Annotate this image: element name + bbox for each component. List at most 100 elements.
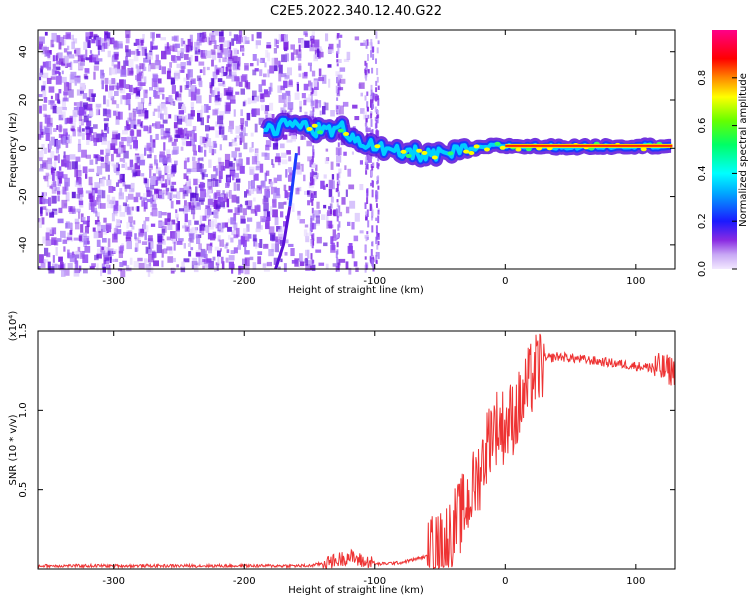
spectrogram-noise-cell — [63, 55, 69, 64]
spectrogram-noise-cell — [352, 104, 358, 109]
spectrogram-noise-cell — [215, 95, 220, 101]
spectrogram-noise-cell — [269, 206, 273, 216]
spectrogram-noise-cell — [255, 149, 259, 156]
spectrogram-noise-cell — [198, 199, 204, 205]
spectrogram-noise-cell — [337, 224, 340, 231]
spectrogram-noise-cell — [174, 160, 178, 166]
spectrogram-noise-cell — [145, 217, 150, 222]
colorbar-gradient — [712, 30, 737, 269]
spectrogram-noise-cell — [255, 40, 261, 46]
spectrogram-noise-cell — [214, 87, 220, 96]
spectrogram-noise-cell — [239, 124, 244, 130]
spectrogram-noise-cell — [148, 165, 153, 170]
spectrogram-noise-cell — [370, 119, 373, 127]
spectrogram-noise-cell — [287, 111, 292, 116]
spectrogram-noise-cell — [256, 58, 259, 66]
spectrogram-noise-cell — [259, 239, 263, 248]
spectrogram-noise-cell — [263, 89, 268, 95]
spectrogram-noise-cell — [121, 145, 126, 153]
spectrogram-noise-cell — [278, 34, 282, 43]
spectrogram-noise-cell — [263, 202, 269, 212]
spectrogram-noise-cell — [139, 63, 144, 70]
spectrogram-noise-cell — [358, 82, 365, 89]
spectrogram-noise-cell — [106, 179, 112, 186]
spectrogram-noise-cell — [336, 163, 339, 167]
spectrogram-noise-cell — [43, 125, 48, 134]
spectrogram-noise-cell — [377, 155, 380, 162]
signal-trace-speckle — [306, 127, 313, 131]
spectrogram-noise-cell — [122, 159, 126, 163]
spectrogram-noise-cell — [73, 106, 78, 111]
spectrogram-noise-cell — [69, 61, 73, 70]
spectrogram-noise-cell — [370, 164, 373, 168]
spectrogram-noise-cell — [78, 211, 81, 219]
spectrogram-noise-cell — [129, 70, 134, 75]
spectrogram-noise-cell — [240, 109, 243, 116]
spectrogram-noise-cell — [156, 33, 161, 38]
spectrogram-noise-cell — [312, 145, 315, 152]
spectrogram-noise-cell — [285, 97, 288, 104]
spectrogram-noise-cell — [222, 48, 228, 55]
spectrogram-noise-cell — [63, 48, 68, 53]
colorbar: 0.00.20.40.60.8 Normalized spectral ampl… — [697, 30, 749, 277]
spectrogram-noise-cell — [285, 169, 288, 178]
spectrogram-noise-cell — [230, 217, 236, 225]
spectrogram-noise-cell — [353, 261, 358, 267]
spectrogram-noise-cell — [215, 262, 220, 266]
spectrogram-noise-cell — [119, 212, 126, 217]
spectrogram-noise-cell — [71, 208, 76, 214]
spectrogram-noise-cell — [210, 35, 216, 44]
spectrogram-noise-cell — [336, 249, 339, 255]
spectrogram-noise-cell — [39, 254, 44, 264]
spectrogram-noise-cell — [93, 71, 96, 80]
spectrogram-noise-cell — [198, 145, 201, 153]
spectrogram-noise-cell — [173, 125, 180, 134]
spectrogram-noise-cell — [371, 181, 374, 188]
spectrogram-noise-cell — [52, 105, 57, 114]
spectrogram-noise-cell — [190, 54, 193, 62]
spectrogram-noise-cell — [195, 89, 201, 95]
spectrogram-noise-cell — [226, 94, 231, 100]
spectrogram-noise-cell — [305, 257, 309, 266]
spectrogram-noise-cell — [162, 240, 166, 245]
spectrogram-noise-cell — [324, 157, 329, 164]
spectrogram-noise-cell — [366, 209, 369, 217]
spectrogram-noise-cell — [275, 153, 280, 160]
spectrogram-noise-cell — [167, 192, 173, 200]
spectrogram-noise-cell — [186, 73, 189, 80]
spectrogram-noise-cell — [283, 221, 288, 228]
spectrogram-noise-cell — [58, 166, 62, 171]
spectrogram-noise-cell — [246, 189, 249, 194]
spectrogram-noise-cell — [188, 238, 192, 242]
spectrogram-noise-cell — [201, 105, 206, 113]
spectrogram-noise-cell — [328, 206, 331, 210]
spectrogram-noise-cell — [298, 73, 302, 78]
spectrogram-noise-cell — [91, 203, 95, 213]
spectrogram-noise-cell — [128, 193, 134, 200]
spectrogram-noise-cell — [310, 163, 316, 168]
spectrogram-noise-cell — [188, 251, 192, 257]
spectrogram-noise-cell — [66, 117, 73, 124]
spectrogram-noise-cell — [155, 60, 161, 66]
spectrogram-noise-cell — [376, 191, 379, 200]
spectrogram-noise-cell — [376, 232, 379, 240]
spectrogram-noise-cell — [323, 174, 327, 179]
spectrogram-noise-cell — [112, 258, 119, 262]
spectrogram-noise-cell — [240, 132, 243, 141]
snr-background — [38, 331, 675, 569]
spectrogram-noise-cell — [126, 232, 133, 237]
spectrogram-noise-cell — [65, 32, 71, 40]
spectrogram-noise-cell — [331, 242, 335, 251]
spectrogram-noise-cell — [64, 118, 68, 125]
spectrogram-noise-cell — [86, 121, 90, 126]
spectrogram-noise-cell — [312, 173, 319, 178]
spectrogram-noise-cell — [137, 119, 141, 125]
spectrogram-noise-cell — [136, 156, 141, 164]
spectrogram-noise-cell — [312, 222, 315, 230]
spectrogram-noise-cell — [133, 42, 138, 46]
spectrogram-noise-cell — [107, 140, 111, 150]
spectrogram-noise-cell — [256, 32, 262, 39]
spectrogram-noise-cell — [83, 235, 90, 245]
spectrogram-noise-cell — [376, 68, 379, 76]
spectrogram-noise-cell — [252, 69, 257, 76]
